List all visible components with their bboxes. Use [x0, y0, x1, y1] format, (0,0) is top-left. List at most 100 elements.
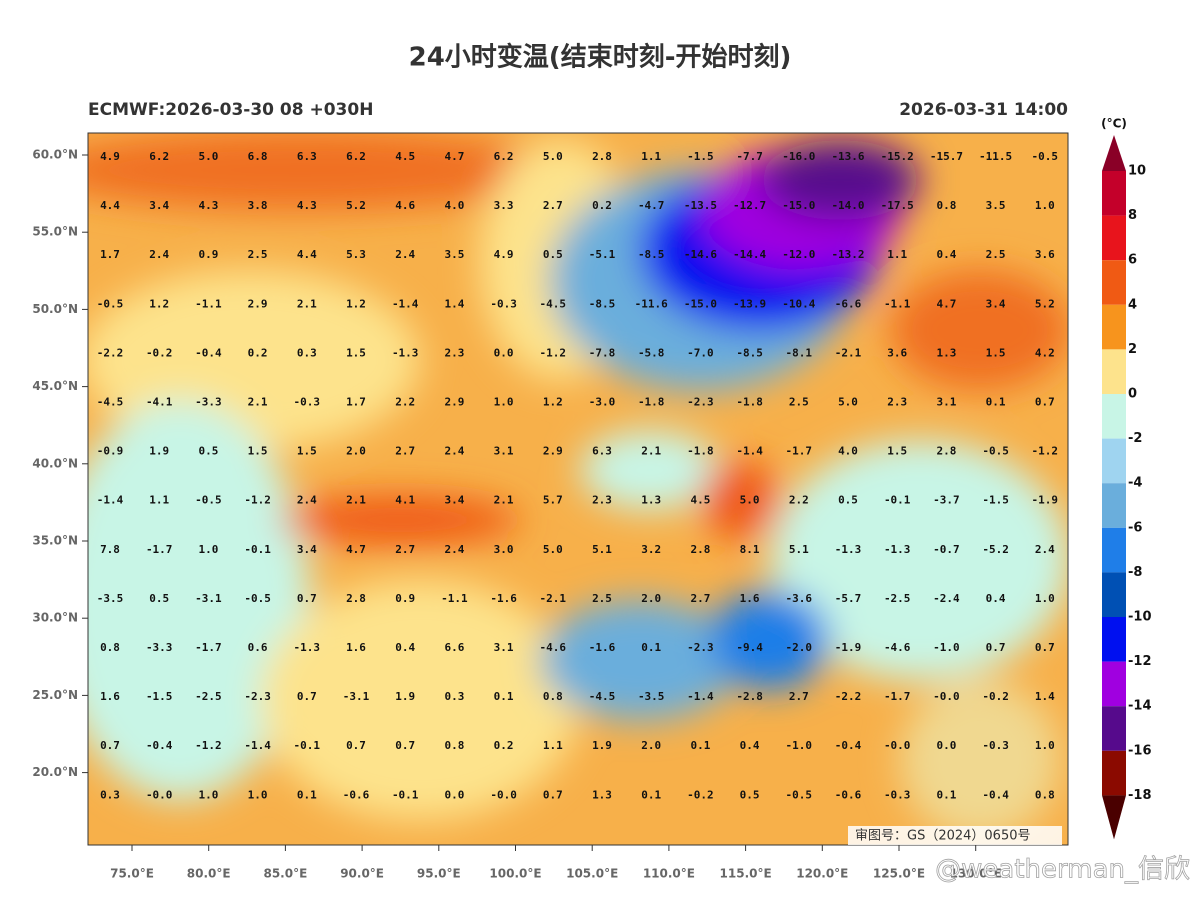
lon-label: 105.0°E	[566, 867, 618, 881]
grid-value: 1.0	[1035, 739, 1055, 752]
grid-value: -17.5	[881, 199, 914, 212]
grid-value: 0.4	[986, 592, 1006, 605]
grid-value: 1.2	[543, 396, 563, 409]
colorbar-cell	[1102, 617, 1126, 662]
grid-value: 4.7	[936, 297, 956, 310]
grid-value: 3.8	[248, 199, 268, 212]
grid-value: 5.3	[346, 248, 366, 261]
grid-value: 3.5	[986, 199, 1006, 212]
grid-value: 1.1	[543, 739, 563, 752]
grid-value: -3.7	[933, 494, 960, 507]
grid-value: -0.6	[835, 788, 862, 801]
grid-value: 4.7	[346, 543, 366, 556]
grid-value: -0.2	[982, 690, 1009, 703]
grid-value: -3.6	[786, 592, 813, 605]
grid-value: 1.5	[346, 346, 366, 359]
grid-value: 4.7	[444, 150, 464, 163]
colorbar-label: -18	[1128, 788, 1152, 803]
grid-value: 2.4	[395, 248, 415, 261]
grid-value: -16.0	[782, 150, 815, 163]
grid-value: 0.8	[444, 739, 464, 752]
grid-value: -7.0	[687, 346, 714, 359]
grid-value: -13.6	[831, 150, 864, 163]
grid-value: 4.0	[444, 199, 464, 212]
grid-value: 1.5	[248, 445, 268, 458]
grid-value: -0.2	[146, 346, 173, 359]
grid-value: 4.5	[395, 150, 415, 163]
grid-value: 2.7	[543, 199, 563, 212]
lat-label: 60.0°N	[32, 148, 78, 162]
grid-value: -14.6	[684, 248, 717, 261]
grid-value: 5.0	[198, 150, 218, 163]
lon-label: 75.0°E	[110, 867, 154, 881]
grid-value: -1.5	[146, 690, 173, 703]
grid-value: 2.7	[395, 445, 415, 458]
grid-value: 4.5	[690, 494, 710, 507]
grid-value: -13.9	[733, 297, 766, 310]
grid-value: 6.3	[297, 150, 317, 163]
grid-value: -0.0	[933, 690, 960, 703]
grid-value: -1.1	[441, 592, 468, 605]
map-note: 审图号：GS（2024）0650号	[855, 829, 1031, 844]
grid-value: 1.0	[1035, 592, 1055, 605]
grid-value: 3.3	[494, 199, 514, 212]
grid-value: -3.1	[343, 690, 370, 703]
grid-value: 1.9	[395, 690, 415, 703]
grid-value: 2.1	[494, 494, 514, 507]
title: 24小时变温(结束时刻-开始时刻)	[409, 42, 792, 73]
grid-value: 0.7	[100, 739, 120, 752]
grid-value: 0.9	[395, 592, 415, 605]
grid-value: -5.7	[835, 592, 862, 605]
colorbar-label: 4	[1128, 297, 1137, 312]
colorbar-label: -2	[1128, 431, 1142, 446]
grid-value: 8.1	[740, 543, 760, 556]
lat-label: 45.0°N	[32, 379, 78, 393]
grid-value: 0.3	[297, 346, 317, 359]
grid-value: 5.0	[838, 396, 858, 409]
lon-label: 125.0°E	[873, 867, 925, 881]
grid-value: 2.0	[641, 739, 661, 752]
grid-value: 2.4	[444, 445, 464, 458]
grid-value: -4.5	[589, 690, 616, 703]
grid-value: 4.9	[494, 248, 514, 261]
lon-label: 120.0°E	[796, 867, 848, 881]
grid-value: -1.8	[736, 396, 763, 409]
grid-value: 6.2	[346, 150, 366, 163]
grid-value: -6.6	[835, 297, 862, 310]
grid-value: -0.3	[982, 739, 1009, 752]
grid-value: 0.2	[248, 346, 268, 359]
grid-value: 2.5	[592, 592, 612, 605]
grid-value: 0.7	[1035, 641, 1055, 654]
grid-value: 2.2	[789, 494, 809, 507]
grid-value: 2.9	[248, 297, 268, 310]
grid-value: 6.2	[149, 150, 169, 163]
grid-value: 1.3	[936, 346, 956, 359]
grid-value: 4.1	[395, 494, 415, 507]
grid-value: 4.9	[100, 150, 120, 163]
grid-value: 3.6	[887, 346, 907, 359]
grid-value: 2.7	[690, 592, 710, 605]
grid-value: -4.1	[146, 396, 173, 409]
grid-value: -1.4	[392, 297, 419, 310]
grid-value: -4.5	[540, 297, 567, 310]
grid-value: 0.0	[494, 346, 514, 359]
grid-value: 7.8	[100, 543, 120, 556]
grid-value: 2.4	[149, 248, 169, 261]
grid-value: 1.6	[100, 690, 120, 703]
grid-value: 4.3	[198, 199, 218, 212]
grid-value: 1.3	[641, 494, 661, 507]
grid-value: 2.0	[346, 445, 366, 458]
lon-label: 85.0°E	[263, 867, 307, 881]
grid-value: 0.9	[198, 248, 218, 261]
grid-value: -0.5	[195, 494, 222, 507]
grid-value: 2.5	[248, 248, 268, 261]
grid-value: 5.0	[740, 494, 760, 507]
grid-value: -5.8	[638, 346, 665, 359]
grid-value: -1.7	[786, 445, 813, 458]
map	[88, 133, 1068, 845]
grid-value: 3.4	[444, 494, 464, 507]
grid-value: 1.1	[149, 494, 169, 507]
grid-value: 0.1	[986, 396, 1006, 409]
grid-value: -5.1	[589, 248, 616, 261]
grid-value: -2.3	[687, 396, 714, 409]
